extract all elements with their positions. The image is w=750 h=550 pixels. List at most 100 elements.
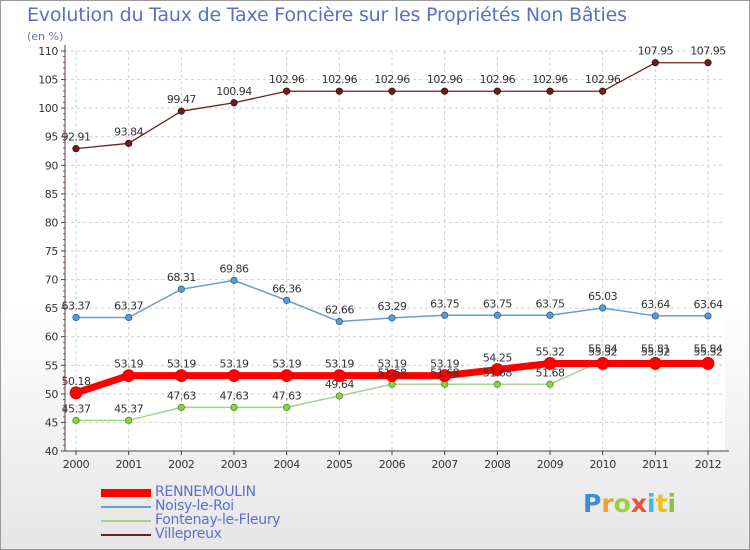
data-label-fontenay-le-fleury: 51.68 bbox=[536, 366, 565, 379]
data-point-rennemoulin bbox=[122, 369, 136, 383]
data-point-fontenay-le-fleury bbox=[283, 403, 291, 411]
data-label-fontenay-le-fleury: 47.63 bbox=[167, 389, 196, 402]
chart-title: Evolution du Taux de Taxe Foncière sur l… bbox=[27, 4, 627, 26]
legend-label-villepreux: Villepreux bbox=[155, 526, 222, 542]
x-tick-label: 2005 bbox=[326, 458, 353, 471]
data-label-noisy-le-roi: 63.37 bbox=[114, 299, 143, 312]
data-label-rennemoulin: 55.32 bbox=[694, 345, 723, 358]
data-point-villepreux bbox=[72, 145, 80, 153]
logo-letter: i bbox=[647, 489, 656, 518]
y-tick-label: 55 bbox=[45, 359, 59, 372]
data-label-noisy-le-roi: 65.03 bbox=[588, 290, 617, 303]
legend-swatch-rennemoulin bbox=[101, 489, 151, 497]
data-point-rennemoulin bbox=[543, 357, 557, 370]
data-label-noisy-le-roi: 66.36 bbox=[272, 282, 301, 295]
data-point-noisy-le-roi bbox=[599, 304, 607, 312]
data-label-villepreux: 100.94 bbox=[216, 85, 252, 98]
data-label-noisy-le-roi: 68.31 bbox=[167, 271, 196, 284]
data-label-villepreux: 93.84 bbox=[114, 125, 143, 138]
legend-swatch-noisy-le-roi bbox=[101, 506, 151, 508]
data-label-villepreux: 102.96 bbox=[374, 73, 410, 86]
x-tick-label: 2002 bbox=[168, 458, 194, 471]
x-tick-label: 2000 bbox=[63, 458, 90, 471]
data-label-noisy-le-roi: 63.64 bbox=[641, 298, 670, 311]
y-tick-label: 40 bbox=[45, 445, 59, 458]
data-point-fontenay-le-fleury bbox=[493, 380, 501, 388]
data-label-fontenay-le-fleury: 55.84 bbox=[588, 342, 617, 355]
unit-label: (en %) bbox=[27, 30, 64, 43]
data-label-villepreux: 102.96 bbox=[532, 73, 568, 86]
data-label-fontenay-le-fleury: 49.64 bbox=[325, 378, 354, 391]
data-point-noisy-le-roi bbox=[283, 296, 291, 304]
data-point-fontenay-le-fleury bbox=[72, 416, 80, 424]
data-point-noisy-le-roi bbox=[493, 311, 501, 319]
logo-letter: r bbox=[601, 489, 614, 518]
data-point-rennemoulin bbox=[69, 386, 83, 400]
legend-item-fontenay-le-fleury[interactable]: Fontenay-le-Fleury bbox=[101, 512, 361, 528]
data-label-rennemoulin: 53.19 bbox=[430, 358, 459, 371]
data-label-fontenay-le-fleury: 51.68 bbox=[430, 366, 459, 379]
data-label-villepreux: 102.96 bbox=[269, 73, 305, 86]
data-label-villepreux: 102.96 bbox=[427, 73, 463, 86]
data-label-fontenay-le-fleury: 51.68 bbox=[378, 366, 407, 379]
legend-item-rennemoulin[interactable]: RENNEMOULIN bbox=[101, 484, 361, 500]
y-tick-label: 50 bbox=[45, 388, 59, 401]
data-point-fontenay-le-fleury bbox=[230, 403, 238, 411]
legend-item-villepreux[interactable]: Villepreux bbox=[101, 526, 361, 542]
x-tick-label: 2001 bbox=[115, 458, 141, 471]
y-tick-label: 75 bbox=[45, 245, 59, 258]
data-point-villepreux bbox=[651, 59, 659, 67]
data-point-villepreux bbox=[704, 59, 712, 67]
y-tick-label: 95 bbox=[45, 131, 59, 144]
data-point-noisy-le-roi bbox=[651, 312, 659, 320]
legend-label-rennemoulin: RENNEMOULIN bbox=[155, 484, 256, 500]
data-point-villepreux bbox=[125, 139, 133, 147]
y-tick-label: 85 bbox=[45, 188, 59, 201]
data-point-noisy-le-roi bbox=[125, 313, 133, 322]
data-label-villepreux: 107.95 bbox=[638, 45, 674, 58]
data-point-noisy-le-roi bbox=[335, 317, 343, 326]
logo-letter: o bbox=[613, 489, 631, 518]
data-label-noisy-le-roi: 63.75 bbox=[430, 297, 459, 310]
x-tick-label: 2008 bbox=[484, 458, 511, 471]
data-label-rennemoulin: 53.19 bbox=[220, 358, 249, 371]
data-label-noisy-le-roi: 62.66 bbox=[325, 304, 354, 317]
data-point-villepreux bbox=[441, 87, 449, 95]
y-tick-label: 110 bbox=[38, 45, 58, 58]
data-label-fontenay-le-fleury: 47.63 bbox=[220, 389, 249, 402]
data-label-noisy-le-roi: 63.64 bbox=[694, 298, 723, 311]
legend-item-noisy-le-roi[interactable]: Noisy-le-Roi bbox=[101, 498, 361, 514]
data-point-fontenay-le-fleury bbox=[546, 380, 554, 388]
legend-swatch-fontenay-le-fleury bbox=[101, 520, 151, 522]
y-tick-label: 70 bbox=[45, 274, 59, 287]
data-point-villepreux bbox=[230, 99, 238, 107]
data-point-villepreux bbox=[177, 107, 185, 115]
data-point-rennemoulin bbox=[701, 357, 715, 370]
data-point-noisy-le-roi bbox=[546, 311, 554, 319]
data-point-noisy-le-roi bbox=[388, 314, 396, 322]
data-label-rennemoulin: 55.32 bbox=[641, 345, 670, 358]
data-label-noisy-le-roi: 63.75 bbox=[483, 297, 512, 310]
data-point-fontenay-le-fleury bbox=[177, 403, 185, 411]
data-label-noisy-le-roi: 63.29 bbox=[378, 300, 407, 313]
y-tick-label: 65 bbox=[45, 302, 59, 315]
data-label-fontenay-le-fleury: 51.68 bbox=[483, 366, 512, 379]
data-point-villepreux bbox=[388, 87, 396, 95]
x-tick-label: 2012 bbox=[695, 458, 721, 471]
data-label-rennemoulin: 53.19 bbox=[272, 358, 301, 371]
x-tick-label: 2004 bbox=[273, 458, 300, 471]
logo-letter: t bbox=[655, 489, 668, 518]
data-point-noisy-le-roi bbox=[177, 285, 185, 293]
data-point-rennemoulin bbox=[596, 357, 610, 370]
y-tick-label: 60 bbox=[45, 331, 59, 344]
legend-swatch-villepreux bbox=[101, 534, 151, 536]
data-label-rennemoulin: 53.19 bbox=[114, 358, 143, 371]
data-point-rennemoulin bbox=[174, 369, 188, 383]
data-label-rennemoulin: 55.32 bbox=[588, 345, 617, 358]
legend-label-noisy-le-roi: Noisy-le-Roi bbox=[155, 498, 234, 514]
data-point-villepreux bbox=[335, 87, 343, 95]
data-label-fontenay-le-fleury: 55.81 bbox=[641, 343, 670, 356]
data-label-noisy-le-roi: 63.37 bbox=[62, 299, 91, 312]
data-label-noisy-le-roi: 63.75 bbox=[536, 297, 565, 310]
